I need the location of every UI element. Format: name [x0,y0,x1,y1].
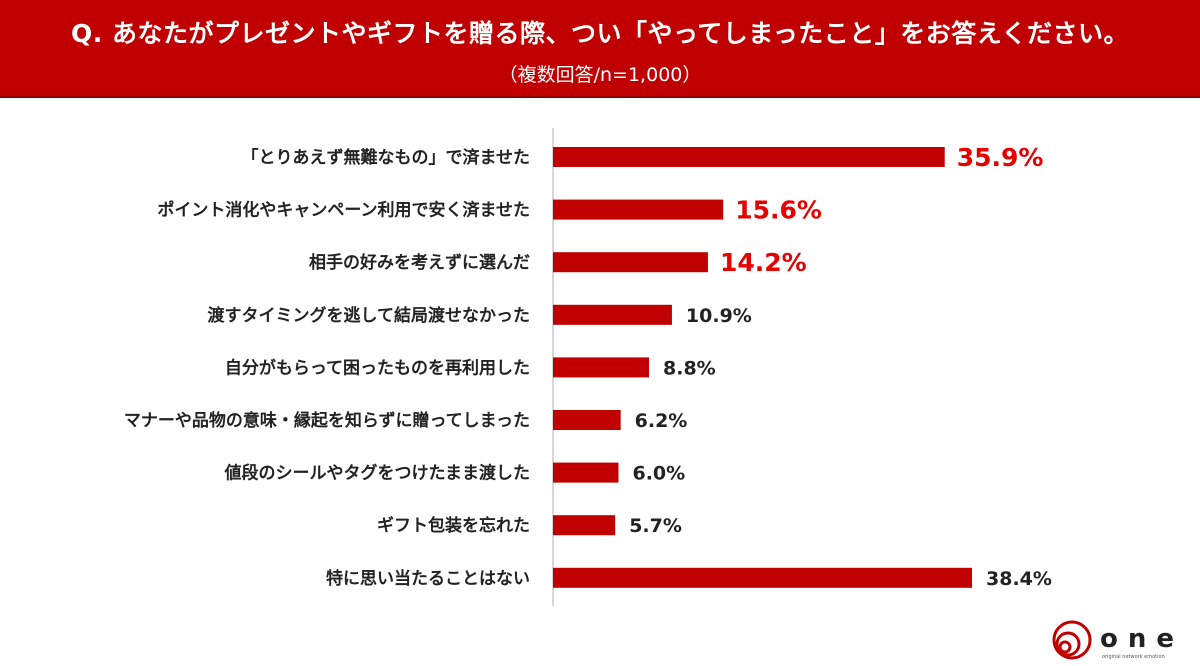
category-label: 値段のシールやタグをつけたまま渡した [224,463,531,484]
data-label: 38.4% [986,568,1052,590]
category-label: 「とりあえず無難なもの」で済ませた [242,147,531,168]
data-label: 6.0% [632,463,685,485]
category-label: マナーや品物の意味・縁起を知らずに贈ってしまった [124,410,530,431]
bar [553,567,972,588]
bar [553,515,616,536]
bar [553,304,672,325]
category-label: ポイント消化やキャンペーン利用で安く済ませた [157,200,530,221]
category-label: 自分がもらって困ったものを再利用した [225,357,530,378]
data-label: 10.9% [686,305,752,327]
data-label: 6.2% [635,410,688,432]
header-banner: Q. あなたがプレゼントやギフトを贈る際、つい「やってしまったこと」をお答えくだ… [0,0,1200,98]
data-label: 35.9% [957,143,1044,172]
data-label: 14.2% [720,248,807,277]
bar [553,199,724,220]
data-label: 8.8% [663,357,716,379]
data-label: 15.6% [735,196,822,225]
category-label: 渡すタイミングを逃して結局渡せなかった [208,305,531,326]
category-label: 相手の好みを考えずに選んだ [309,252,530,273]
bar [553,252,708,273]
logo-tagline: original network emotion [1102,654,1165,660]
data-label: 5.7% [629,515,682,537]
bar [553,147,945,167]
category-label: ギフト包装を忘れた [377,515,530,536]
chart-title: Q. あなたがプレゼントやギフトを贈る際、つい「やってしまったこと」をお答えくだ… [71,19,1129,48]
one-logo: one original network emotion [1052,620,1184,660]
logo-text: one [1100,624,1184,654]
bar [553,357,650,378]
bar [553,462,619,483]
bar [553,410,621,430]
chart-subtitle: （複数回答/n=1,000） [498,64,702,86]
category-label: 特に思い当たることはない [326,568,530,589]
